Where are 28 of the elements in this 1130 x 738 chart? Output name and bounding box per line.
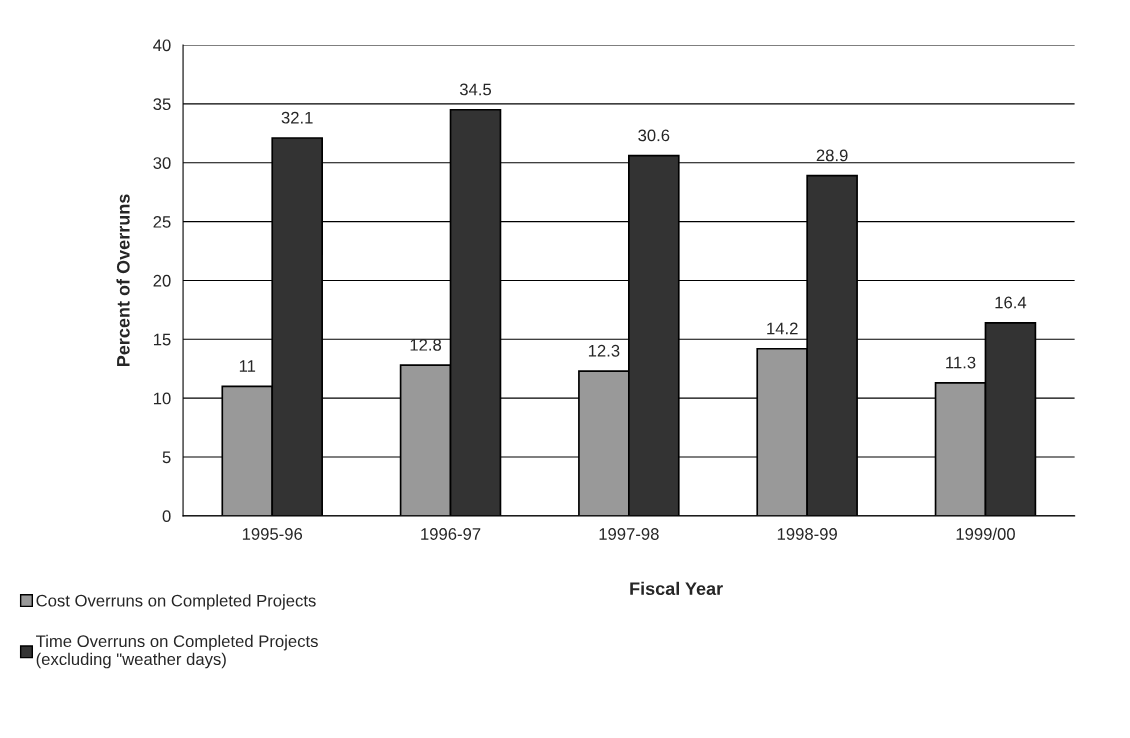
y-axis-title: Percent of Overruns <box>116 194 130 367</box>
legend-label: Time Overruns on Completed Projects (excluding "weather days) <box>36 634 318 669</box>
data-label: 30.6 <box>638 129 670 142</box>
x-tick-label: 1995-96 <box>242 528 303 540</box>
data-label: 11.3 <box>946 356 976 369</box>
y-tick-label: 30 <box>153 157 171 169</box>
y-tick-label: 5 <box>162 451 171 464</box>
y-tick-label: 25 <box>153 215 171 228</box>
y-tick-label: 35 <box>153 98 171 111</box>
data-label: 16.4 <box>995 296 1027 309</box>
y-tick-label: 40 <box>153 39 171 52</box>
data-label: 34.5 <box>459 83 492 96</box>
legend-label: Cost Overruns on Completed Projects <box>36 594 316 610</box>
data-label: 11 <box>239 360 256 372</box>
x-tick-label: 1997-98 <box>599 528 659 540</box>
data-label: 28.9 <box>816 149 848 162</box>
data-label: 32.1 <box>281 111 313 124</box>
x-tick-label: 1998-99 <box>777 528 837 540</box>
x-axis-title: Fiscal Year <box>630 581 723 596</box>
x-tick-label: 1999/00 <box>956 527 1015 540</box>
y-tick-label: 20 <box>153 274 171 287</box>
data-label: 14.2 <box>767 322 798 335</box>
data-label: 12.8 <box>410 338 442 351</box>
x-tick-label: 1996-97 <box>421 528 481 540</box>
y-tick-label: 10 <box>153 392 171 405</box>
y-tick-label: 0 <box>162 510 171 523</box>
y-tick-label: 15 <box>153 333 171 346</box>
data-label: 12.3 <box>588 344 620 357</box>
